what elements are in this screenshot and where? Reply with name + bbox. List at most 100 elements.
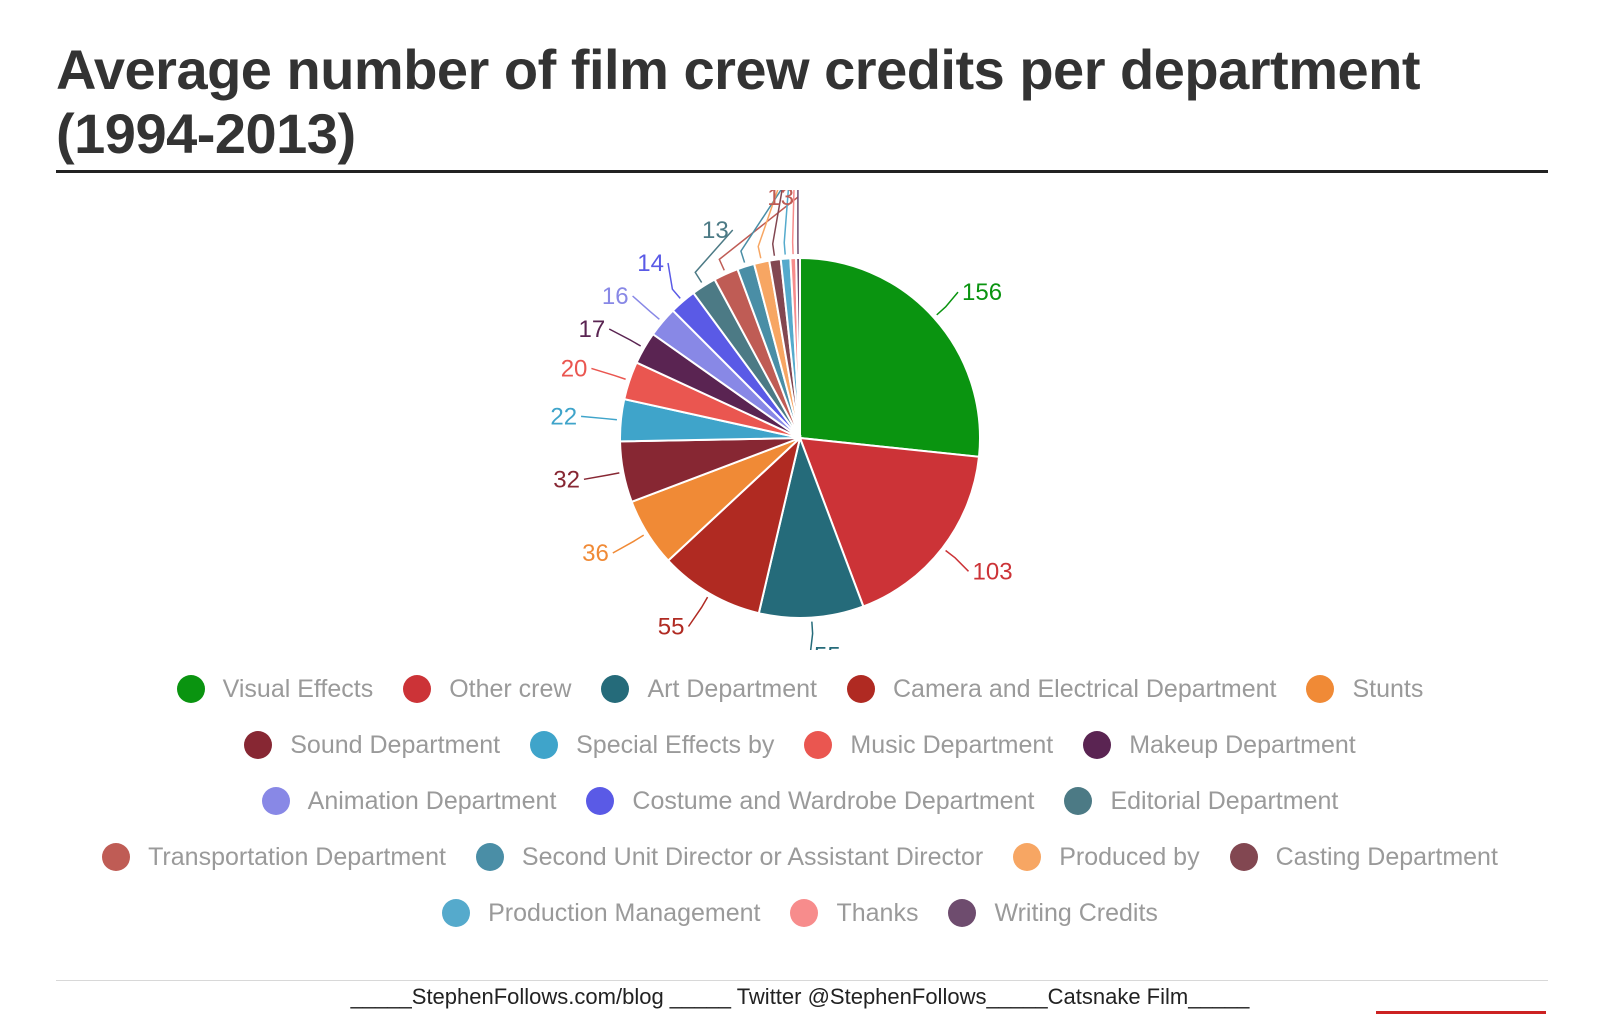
pie-slice-camera-and-electrical-department [666,435,802,615]
legend-item-stunts[interactable]: Stunts [1306,672,1423,706]
legend-item-makeup-department[interactable]: Makeup Department [1083,728,1356,762]
legend-swatch [403,675,432,703]
legend-label: Second Unit Director or Assistant Direct… [521,842,984,871]
label-leader-lines [581,190,970,650]
data-labels: 1561035555363222201716141313986532 [550,190,1012,650]
data-label-music-department: 20 [561,355,588,382]
data-label-editorial-department: 13 [702,217,729,244]
legend-label: Stunts [1352,674,1424,703]
legend-swatch [804,731,833,759]
pie-slices [619,256,981,619]
legend-swatch [261,787,290,815]
leader-line-produced-by [757,190,779,259]
data-label-animation-department: 16 [602,283,629,310]
legend-label: Makeup Department [1129,730,1356,759]
footer-divider [56,980,1548,981]
leader-line-visual-effects [936,291,959,316]
legend-label: Sound Department [290,730,501,759]
legend-item-special-effects-by[interactable]: Special Effects by [530,728,774,762]
data-label-transportation-department: 13 [767,190,794,211]
leader-line-sound-department [583,472,620,481]
legend-swatch [1306,675,1335,703]
legend-item-transportation-department[interactable]: Transportation Department [102,840,446,874]
legend-item-camera-and-electrical-department[interactable]: Camera and Electrical Department [846,672,1277,706]
chart-title: Average number of film crew credits per … [56,38,1420,165]
leader-line-editorial-department [694,229,734,283]
data-label-sound-department: 32 [553,466,580,493]
legend-item-production-management[interactable]: Production Management [442,896,760,930]
data-label-makeup-department: 17 [579,316,606,343]
legend-swatch [475,843,504,871]
legend-swatch [1229,843,1258,871]
leader-line-stunts [612,534,645,554]
legend-item-animation-department[interactable]: Animation Department [261,784,557,818]
legend-swatch [102,843,131,871]
legend-swatch [790,899,819,927]
legend-label: Visual Effects [222,674,374,703]
legend-item-art-department[interactable]: Art Department [601,672,817,706]
pie-chart: 1561035555363222201716141313986532 [550,190,1013,650]
legend-swatch [1064,787,1093,815]
legend-swatch [586,787,615,815]
legend-item-music-department[interactable]: Music Department [804,728,1053,762]
legend-label: Camera and Electrical Department [892,674,1277,703]
legend-item-editorial-department[interactable]: Editorial Department [1064,784,1338,818]
pie-slice-other-crew [798,436,981,608]
data-label-other-crew: 103 [973,558,1013,585]
leader-line-art-department [809,621,814,650]
legend-swatch [1083,731,1112,759]
data-label-costume-and-wardrobe-department: 14 [637,250,664,277]
chart-legend: Visual Effects Other crew Art Department Ca… [80,672,1520,930]
leader-line-animation-department [632,295,660,320]
data-label-special-effects-by: 22 [550,403,577,430]
legend-item-writing-credits[interactable]: Writing Credits [948,896,1158,930]
data-label-stunts: 36 [582,540,609,567]
leader-line-special-effects-by [581,415,617,421]
pie-slice-art-department [757,434,865,619]
legend-label: Costume and Wardrobe Department [632,786,1035,815]
data-label-camera-and-electrical-department: 55 [658,614,685,641]
data-label-art-department: 55 [814,643,841,650]
leader-line-costume-and-wardrobe-department [667,262,681,299]
legend-swatch [846,675,875,703]
legend-swatch [1013,843,1042,871]
leader-line-other-crew [945,549,970,572]
leader-line-second-unit-director-or-assistant-director [740,190,782,263]
leader-line-music-department [591,367,626,380]
pie-slice-writing-credits [795,256,801,439]
legend-item-visual-effects[interactable]: Visual Effects [176,672,374,706]
legend-swatch [530,731,559,759]
legend-label: Music Department [850,730,1054,759]
legend-item-thanks[interactable]: Thanks [790,896,918,930]
title-underline [56,170,1548,173]
legend-label: Writing Credits [994,898,1158,927]
leader-line-casting-department [771,190,783,256]
legend-swatch [244,731,273,759]
legend-swatch [176,675,205,703]
legend-label: Special Effects by [576,730,775,759]
pie-slice-visual-effects [799,256,981,458]
legend-label: Animation Department [307,786,557,815]
legend-label: Produced by [1059,842,1200,871]
legend-label: Production Management [488,898,761,927]
leader-line-camera-and-electrical-department [687,596,709,627]
legend-item-casting-department[interactable]: Casting Department [1229,840,1498,874]
legend-label: Casting Department [1275,842,1498,871]
leader-line-makeup-department [608,328,642,347]
legend-item-second-unit-director-or-assistant-director[interactable]: Second Unit Director or Assistant Direct… [475,840,984,874]
legend-label: Transportation Department [148,842,446,871]
legend-item-sound-department[interactable]: Sound Department [244,728,500,762]
legend-swatch [948,899,977,927]
footer-credits: _____StephenFollows.com/blog _____ Twitt… [350,984,1250,1009]
legend-label: Other crew [449,674,572,703]
legend-label: Editorial Department [1110,786,1339,815]
legend-item-produced-by[interactable]: Produced by [1013,840,1200,874]
legend-item-costume-and-wardrobe-department[interactable]: Costume and Wardrobe Department [586,784,1034,818]
leader-line-thanks [791,190,795,255]
footer-accent-bar [1376,1011,1546,1014]
legend-label: Art Department [647,674,817,703]
legend-item-other-crew[interactable]: Other crew [403,672,571,706]
leader-line-transportation-department [718,196,799,271]
legend-label: Thanks [836,898,919,927]
data-label-visual-effects: 156 [962,279,1002,306]
